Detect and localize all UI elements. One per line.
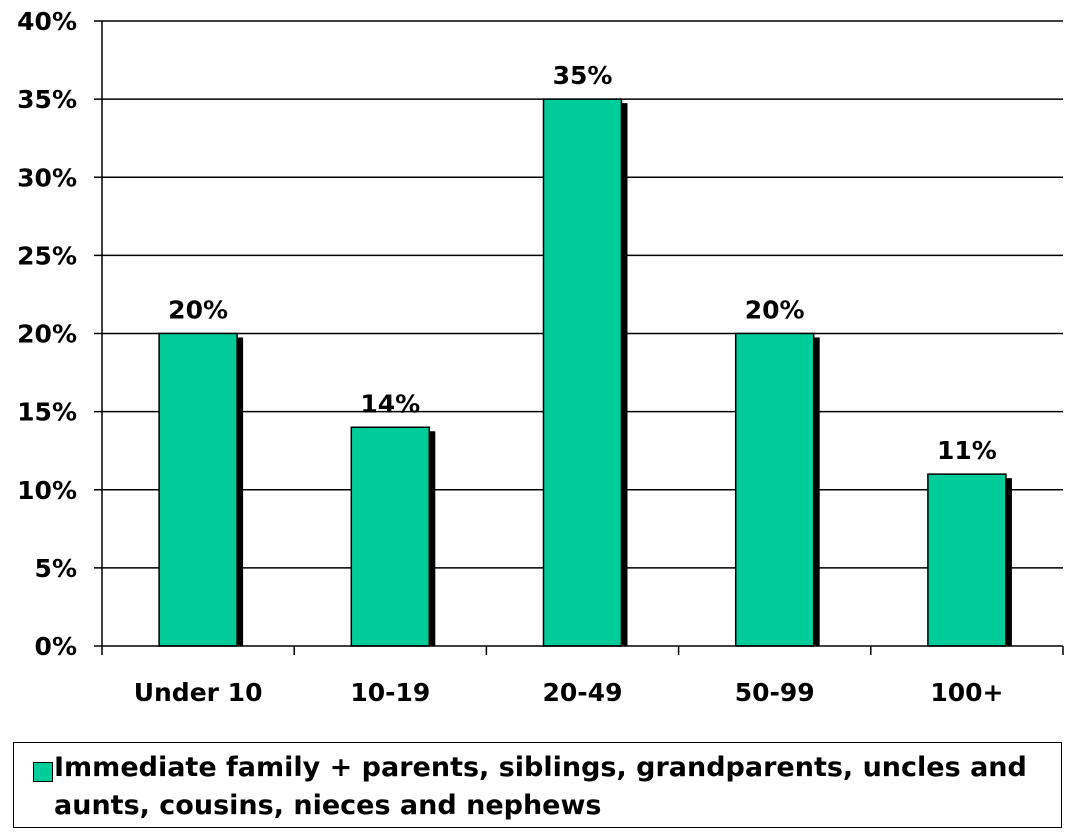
bar [734, 332, 815, 647]
bars [158, 98, 1012, 647]
x-tick-labels: Under 10 10-19 20-49 50-99 100+ [134, 678, 1004, 707]
legend: Immediate family + parents, siblings, gr… [13, 742, 1062, 828]
bar [350, 426, 431, 647]
y-tick-label: 20% [17, 320, 77, 349]
data-label: 11% [937, 436, 997, 465]
data-labels: 20% 14% 35% 20% 11% [168, 61, 997, 465]
legend-label: Immediate family + parents, siblings, gr… [54, 752, 1027, 821]
x-tick-label: Under 10 [134, 678, 263, 707]
x-tick-label: 20-49 [543, 678, 623, 707]
data-label: 35% [553, 61, 613, 90]
y-tick-label: 5% [35, 554, 77, 583]
data-label: 20% [168, 296, 228, 325]
legend-swatch [33, 762, 53, 782]
y-tick-label: 30% [17, 163, 77, 192]
bar [158, 332, 238, 647]
x-tick-label: 10-19 [350, 678, 430, 707]
y-tick-label: 15% [17, 398, 77, 427]
y-tick-label: 35% [17, 85, 77, 114]
data-label: 14% [360, 389, 420, 418]
y-tick-label: 10% [17, 476, 77, 505]
axes [94, 20, 1064, 655]
y-tick-labels: 0% 5% 10% 15% 20% 25% 30% 35% 40% [17, 7, 77, 661]
data-label: 20% [745, 296, 805, 325]
y-tick-label: 25% [17, 241, 77, 270]
bar-chart: 0% 5% 10% 15% 20% 25% 30% 35% 40% Under 10 10-19 2… [17, 7, 1064, 707]
x-tick-label: 50-99 [735, 678, 815, 707]
y-tick-label: 0% [35, 632, 77, 661]
y-tick-label: 40% [17, 7, 77, 36]
x-tick-label: 100+ [930, 678, 1003, 707]
bar [542, 98, 623, 647]
bar [927, 473, 1007, 647]
